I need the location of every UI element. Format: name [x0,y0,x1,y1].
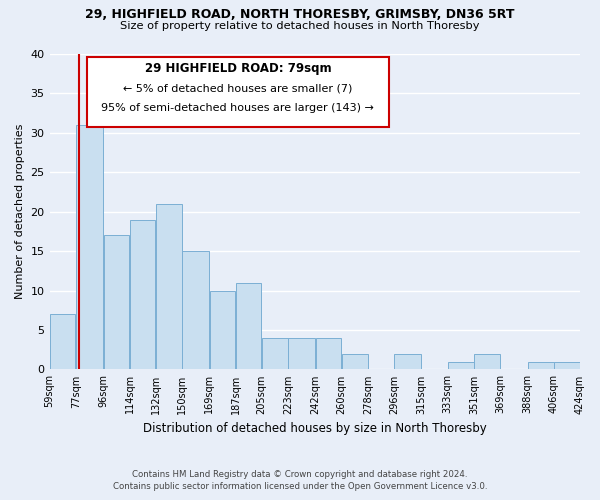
Bar [104,236,129,370]
Bar [288,338,315,370]
Bar [316,338,341,370]
Bar [528,362,554,370]
Text: ← 5% of detached houses are smaller (7): ← 5% of detached houses are smaller (7) [123,83,353,93]
FancyBboxPatch shape [86,57,389,126]
Bar [76,125,103,370]
Text: Size of property relative to detached houses in North Thoresby: Size of property relative to detached ho… [120,21,480,31]
Bar [156,204,182,370]
Bar [554,362,580,370]
Text: Contains public sector information licensed under the Open Government Licence v3: Contains public sector information licen… [113,482,487,491]
Bar [236,282,262,370]
X-axis label: Distribution of detached houses by size in North Thoresby: Distribution of detached houses by size … [143,422,487,435]
Bar [394,354,421,370]
Bar [262,338,287,370]
Text: Contains HM Land Registry data © Crown copyright and database right 2024.: Contains HM Land Registry data © Crown c… [132,470,468,479]
Bar [342,354,368,370]
Text: 29 HIGHFIELD ROAD: 79sqm: 29 HIGHFIELD ROAD: 79sqm [145,62,331,75]
Bar [209,290,235,370]
Bar [130,220,155,370]
Bar [474,354,500,370]
Text: 95% of semi-detached houses are larger (143) →: 95% of semi-detached houses are larger (… [101,103,374,113]
Text: 29, HIGHFIELD ROAD, NORTH THORESBY, GRIMSBY, DN36 5RT: 29, HIGHFIELD ROAD, NORTH THORESBY, GRIM… [85,8,515,20]
Bar [448,362,473,370]
Y-axis label: Number of detached properties: Number of detached properties [15,124,25,300]
Bar [50,314,76,370]
Bar [182,251,209,370]
